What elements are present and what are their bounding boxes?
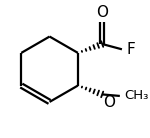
Text: CH₃: CH₃ <box>124 89 148 102</box>
Text: O: O <box>103 95 115 110</box>
Text: F: F <box>126 42 135 57</box>
Text: O: O <box>96 5 108 20</box>
